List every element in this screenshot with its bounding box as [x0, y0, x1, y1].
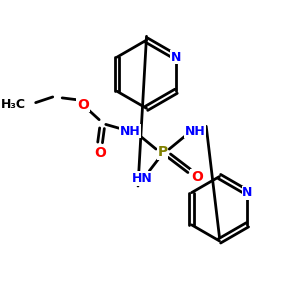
Text: N: N — [171, 51, 181, 64]
Text: O: O — [77, 98, 89, 112]
Text: P: P — [158, 145, 168, 159]
Text: NH: NH — [120, 124, 141, 138]
Text: NH: NH — [184, 124, 205, 138]
Text: N: N — [242, 186, 253, 199]
Text: H₃C: H₃C — [1, 98, 26, 111]
Text: O: O — [191, 169, 203, 184]
Text: HN: HN — [131, 172, 152, 185]
Text: O: O — [94, 146, 106, 160]
